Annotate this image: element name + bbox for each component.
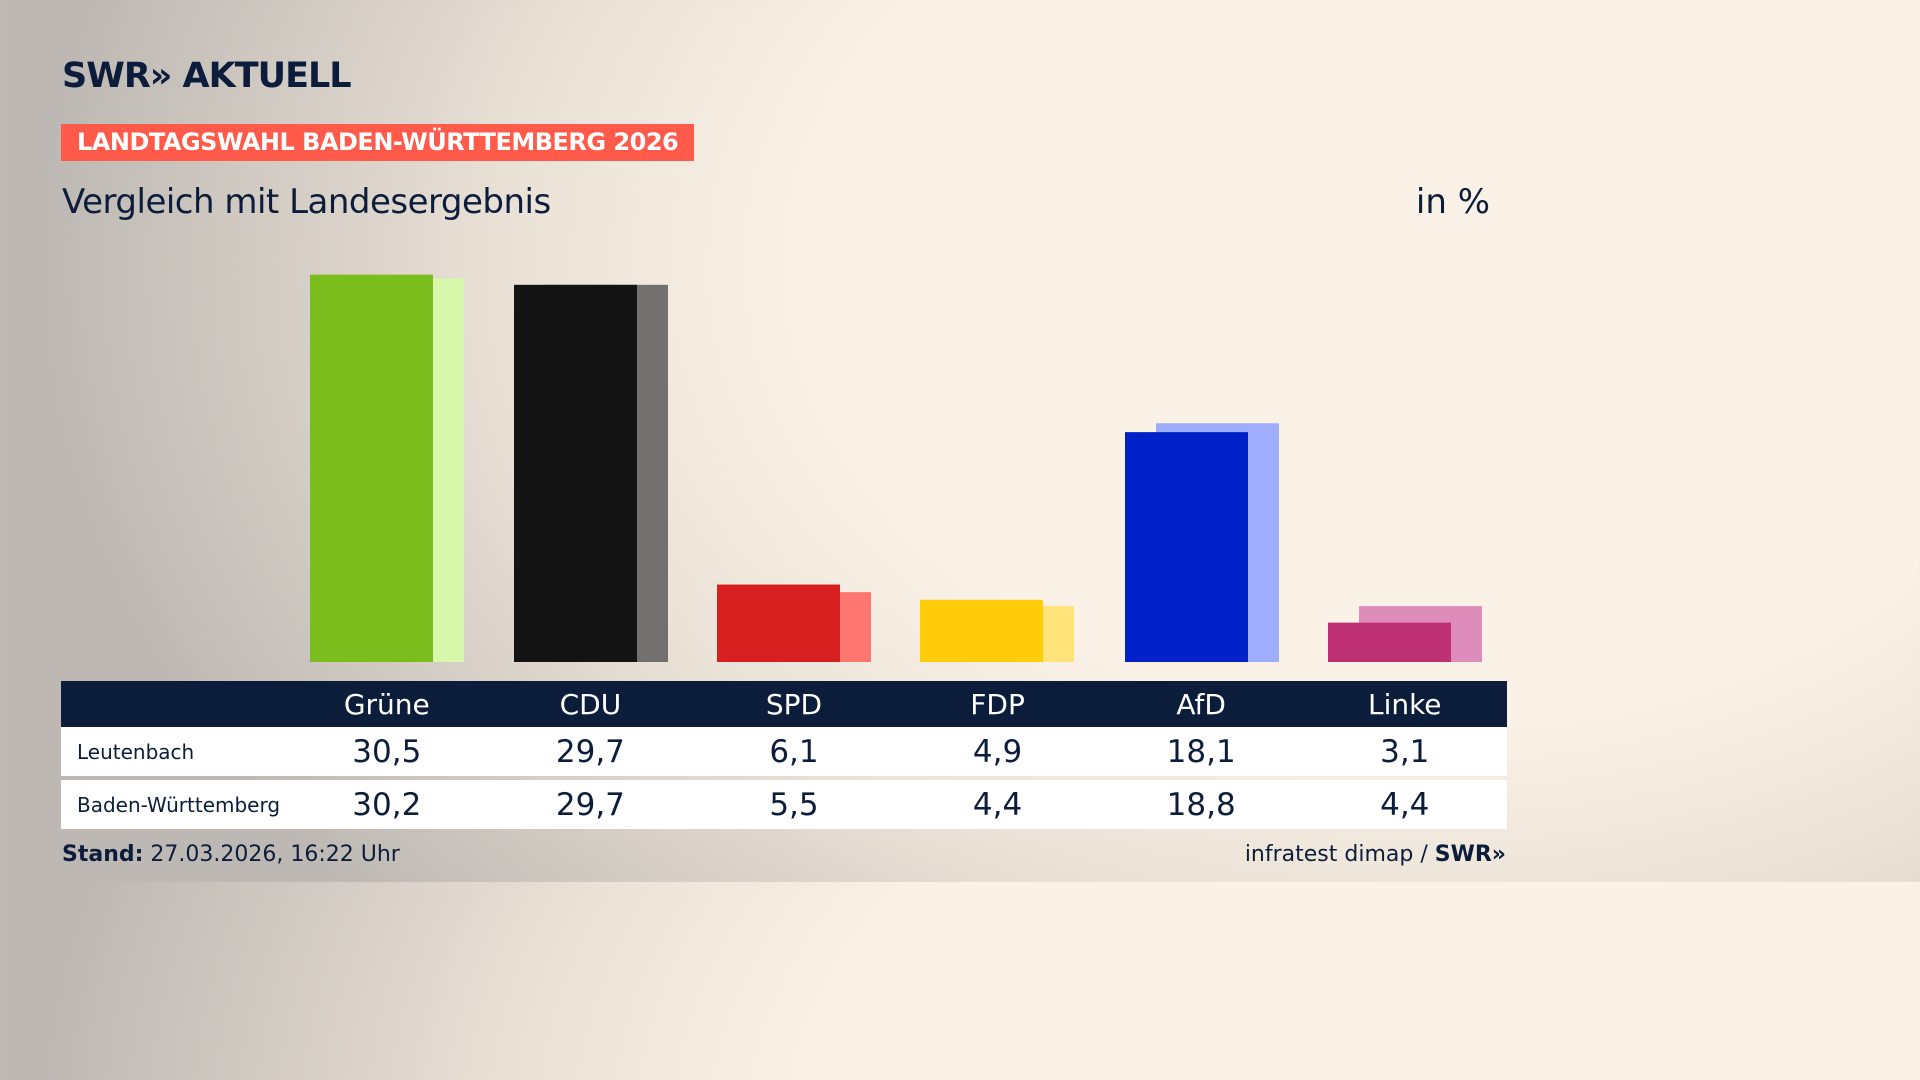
- row-label: Leutenbach: [77, 739, 195, 764]
- bar-linke-leutenbach: [1328, 622, 1451, 662]
- swr-logo: SWR»: [1434, 842, 1506, 867]
- column-header: Linke: [1367, 687, 1442, 721]
- table-row: Baden-Württemberg 30,2 29,7 5,5 4,4 18,8 4,4: [61, 780, 1507, 829]
- bar-spd-leutenbach: [717, 584, 840, 662]
- bar-afd-leutenbach: [1125, 432, 1248, 662]
- bar-fdp-leutenbach: [920, 599, 1043, 662]
- value-cell: 5,5: [769, 786, 819, 823]
- chart-subtitle: Vergleich mit Landesergebnis: [62, 182, 551, 222]
- swr-aktuell-logo: SWR» AKTUELL: [62, 56, 352, 96]
- value-cell: 6,1: [769, 733, 819, 770]
- bar-cdu-leutenbach: [514, 284, 637, 662]
- value-cell: 4,9: [972, 733, 1023, 770]
- source: infratest dimap / SWR»: [1244, 842, 1506, 867]
- column-header: Grüne: [343, 687, 430, 721]
- bar-grüne-leutenbach: [310, 274, 433, 662]
- value-cell: 4,4: [1380, 786, 1430, 823]
- column-header: CDU: [559, 687, 622, 721]
- value-cell: 4,4: [972, 786, 1023, 823]
- table-header: Grüne CDU SPD FDP AfD Linke: [61, 681, 1507, 727]
- column-header: AfD: [1176, 687, 1226, 721]
- value-cell: 29,7: [555, 733, 625, 770]
- timestamp: Stand: 27.03.2026, 16:22 Uhr: [62, 842, 400, 867]
- results-table: Grüne CDU SPD FDP AfD Linke Leutenbach 30,5 29,…: [61, 681, 1507, 833]
- unit-label: in %: [1415, 182, 1490, 222]
- value-cell: 3,1: [1380, 733, 1430, 770]
- row-label: Baden-Württemberg: [77, 792, 281, 817]
- column-header: FDP: [970, 687, 1025, 721]
- value-cell: 29,7: [555, 786, 625, 823]
- value-cell: 30,5: [352, 733, 422, 770]
- column-header: SPD: [765, 687, 823, 721]
- bar-chart: [310, 274, 1482, 662]
- value-cell: 30,2: [352, 786, 422, 823]
- value-cell: 18,8: [1166, 786, 1236, 823]
- value-cell: 18,1: [1166, 733, 1236, 770]
- election-badge: LANDTAGSWAHL BADEN-WÜRTTEMBERG 2026: [61, 124, 695, 161]
- table-row: Leutenbach 30,5 29,7 6,1 4,9 18,1 3,1: [61, 727, 1507, 776]
